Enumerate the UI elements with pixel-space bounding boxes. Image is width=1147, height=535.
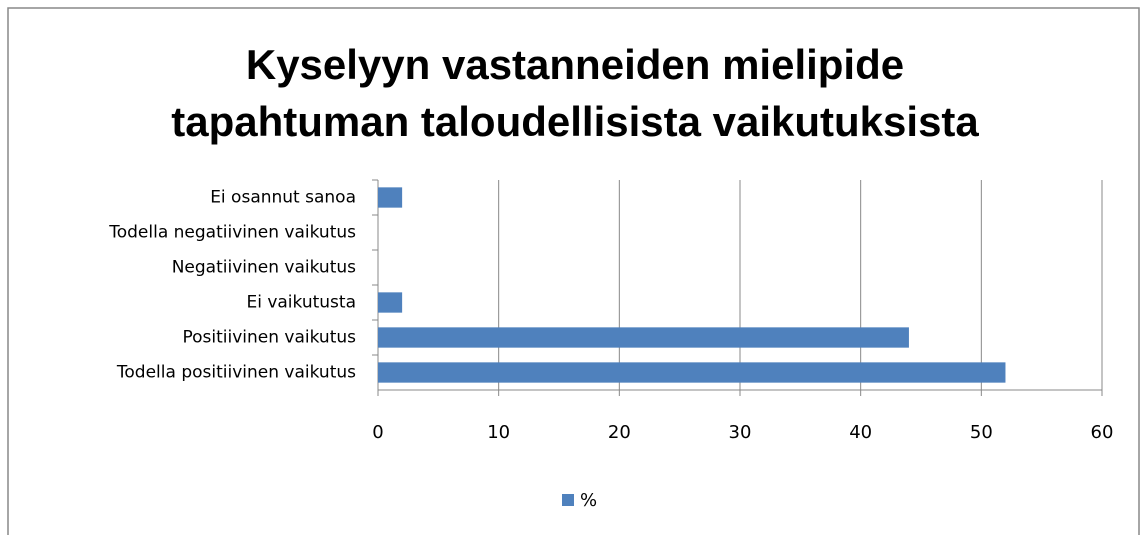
x-tick-label: 40 [849, 422, 872, 443]
y-tick-label: Todella positiivinen vaikutus [116, 363, 356, 383]
y-tick-label: Positiivinen vaikutus [182, 328, 356, 348]
chart-title: tapahtuman taloudellisista vaikutuksista [171, 98, 979, 145]
x-tick-label: 10 [487, 422, 510, 443]
y-tick-label: Ei osannut sanoa [210, 188, 356, 208]
x-tick-label: 50 [970, 422, 993, 443]
chart-frame [7, 7, 1140, 535]
bar [378, 292, 403, 313]
y-tick-label: Ei vaikutusta [246, 293, 356, 313]
legend-label: % [580, 490, 597, 511]
x-tick-label: 20 [608, 422, 631, 443]
bar [378, 187, 403, 208]
y-tick-label: Negatiivinen vaikutus [172, 258, 356, 278]
bar [378, 362, 1006, 383]
bar [378, 327, 909, 348]
x-tick-label: 60 [1091, 422, 1114, 443]
y-tick-label: Todella negatiivinen vaikutus [108, 223, 356, 243]
chart-title: Kyselyyn vastanneiden mielipide [246, 41, 904, 88]
x-tick-label: 0 [372, 422, 383, 443]
legend-swatch [562, 494, 574, 506]
x-tick-label: 30 [729, 422, 752, 443]
